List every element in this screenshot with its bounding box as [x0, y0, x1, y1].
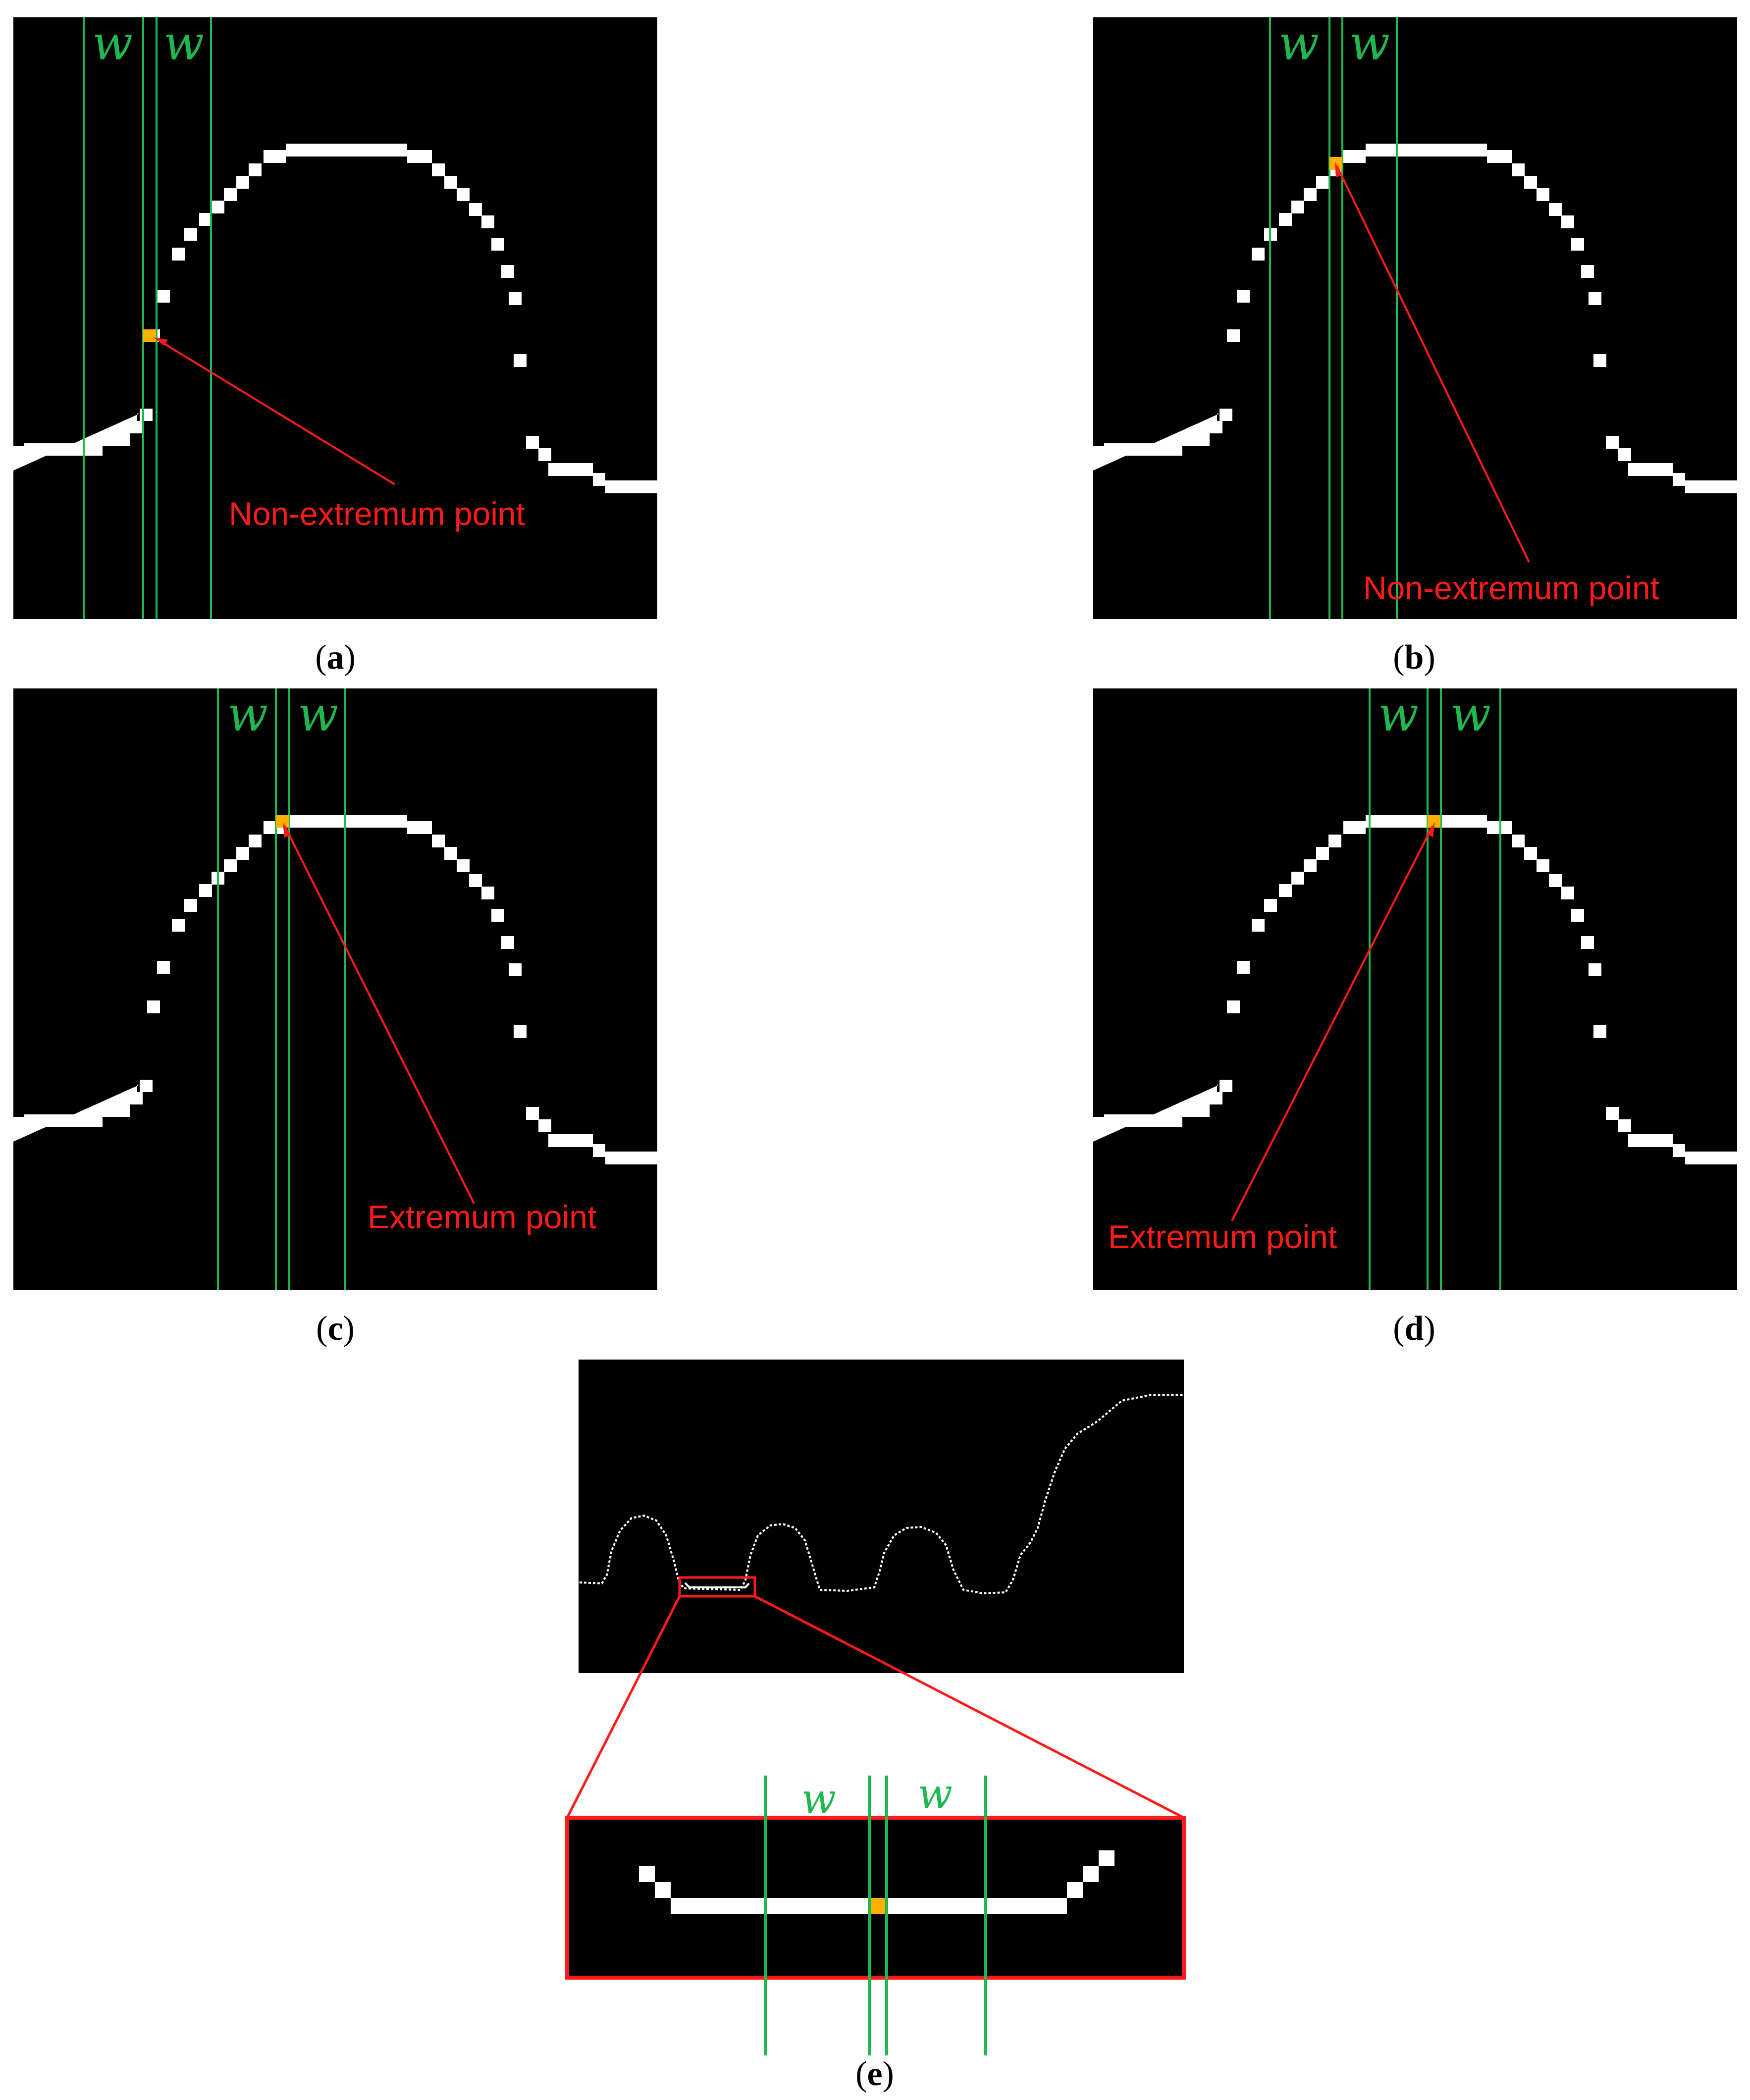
panel-d-annotation: Extremum point — [1108, 1218, 1337, 1255]
panel-d-arrowhead — [1427, 822, 1435, 837]
panel-a-image — [13, 17, 657, 619]
panel-c-arrowhead — [283, 822, 291, 838]
panel-e-overview-curve — [579, 1394, 1184, 1595]
panel-c-image — [13, 688, 657, 1290]
panel-e-selection-box — [678, 1576, 756, 1598]
panel-d-window-lines — [1369, 688, 1501, 1290]
panel-e-highlight-pixel — [870, 1898, 886, 1914]
panel-d-image — [1093, 688, 1737, 1290]
panel-c-window-label-right: w — [298, 686, 338, 742]
panel-e-overview — [579, 1360, 1184, 1673]
panel-b-window-label-left: w — [1278, 15, 1319, 71]
panel-a-annotation: Non-extremum point — [229, 495, 525, 532]
panel-e-zoom-line-right — [754, 1595, 1185, 1819]
panel-c: w w Extremum point — [13, 686, 657, 1290]
panel-a-window-lines — [83, 17, 212, 619]
panel-b-window-label-right: w — [1349, 15, 1390, 71]
panel-c-window-lines — [217, 688, 346, 1290]
panel-b-annotation: Non-extremum point — [1363, 570, 1659, 606]
panel-b: w w Non-extremum point — [1093, 15, 1737, 619]
panel-a-arrow — [156, 338, 396, 485]
panel-e-caption: (e) — [855, 2055, 894, 2093]
panel-a-window-label-right: w — [163, 15, 204, 71]
panel-c-annotation: Extremum point — [368, 1199, 596, 1235]
panel-d-window-label-left: w — [1378, 686, 1419, 742]
panel-d-arrow — [1231, 826, 1433, 1221]
panel-d-window-label-right: w — [1450, 686, 1491, 742]
panel-b-caption: (b) — [1393, 638, 1435, 677]
panel-d: w w Extremum point — [1093, 686, 1737, 1290]
panel-e-window-label-right: w — [918, 1771, 953, 1818]
panel-e-window-label-left: w — [801, 1776, 836, 1823]
panel-e-zoom — [565, 1816, 1186, 1980]
panel-e-selection-inner-curve — [684, 1582, 750, 1588]
panel-a-window-label-left: w — [92, 15, 133, 71]
panel-d-caption: (d) — [1393, 1310, 1435, 1348]
panel-c-arrow — [284, 826, 475, 1204]
panel-c-caption: (c) — [316, 1310, 355, 1348]
panel-b-window-lines — [1269, 17, 1398, 619]
panel-c-window-label-left: w — [227, 686, 268, 742]
panel-b-image — [1093, 17, 1737, 619]
panel-b-arrow — [1336, 165, 1530, 563]
panel-b-arrowhead — [1335, 162, 1342, 177]
panel-e-overview-image — [579, 1360, 1184, 1673]
panel-c-highlight-pixel — [276, 815, 289, 828]
panel-a-caption: (a) — [315, 638, 356, 677]
panel-a-highlight-pixel — [143, 329, 156, 342]
panel-e-window-lines — [764, 1776, 987, 2055]
panel-a-arrowhead — [154, 337, 168, 346]
panel-a: w w Non-extremum point — [13, 15, 657, 619]
panel-e-zoom-line-left — [566, 1595, 681, 1819]
